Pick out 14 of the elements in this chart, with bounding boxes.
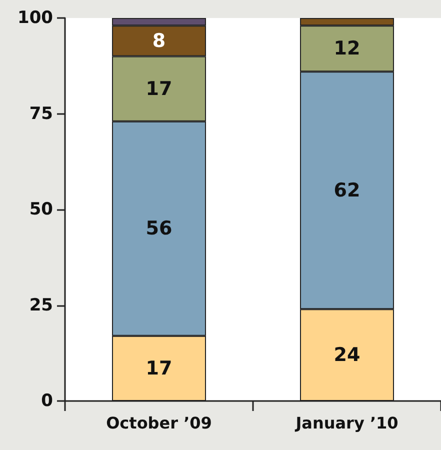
x-tick-label: January ’10	[294, 414, 398, 432]
y-tick-label: 75	[29, 104, 53, 124]
data-label: 12	[334, 38, 360, 60]
y-tick-label: 100	[18, 8, 54, 28]
data-label: 56	[146, 218, 172, 240]
data-label: 17	[146, 78, 172, 100]
data-label: 17	[146, 357, 172, 380]
data-label: 24	[334, 344, 360, 366]
y-tick-label: 50	[29, 200, 54, 220]
y-tick-label: 25	[29, 295, 53, 316]
x-tick-label: October ’09	[106, 414, 212, 432]
y-tick-label: 0	[41, 391, 54, 411]
data-label: 8	[152, 30, 166, 52]
data-label: 62	[334, 179, 360, 202]
